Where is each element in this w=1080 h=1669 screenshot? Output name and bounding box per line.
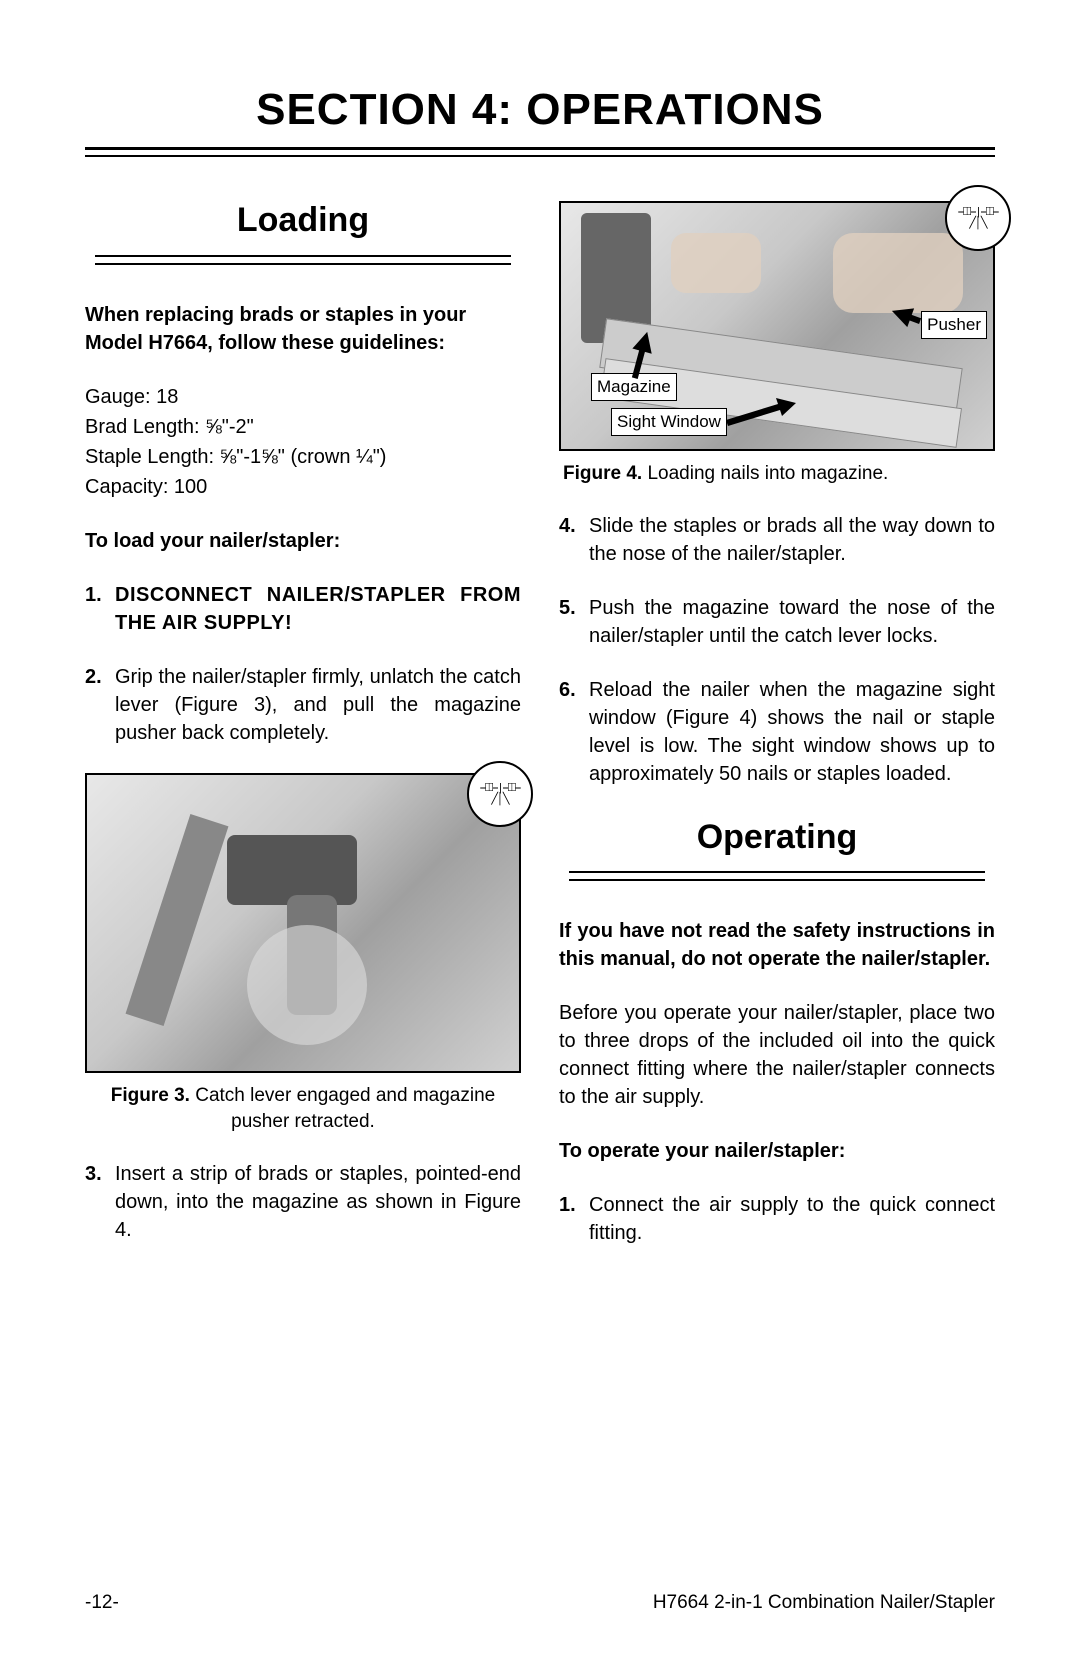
- step-body: Slide the staples or brads all the way d…: [589, 512, 995, 568]
- fig3-cap-bold: Figure 3.: [111, 1085, 190, 1106]
- load-steps-left: 1. DISCONNECT NAILER/STAPLER FROM THE AI…: [85, 581, 521, 747]
- loading-rule: [95, 255, 511, 265]
- title-rule: [85, 147, 995, 157]
- operate-steps: 1. Connect the air supply to the quick c…: [559, 1191, 995, 1247]
- step-3: 3. Insert a strip of brads or staples, p…: [85, 1160, 521, 1244]
- step-4: 4. Slide the staples or brads all the wa…: [559, 512, 995, 568]
- spec-capacity: Capacity: 100: [85, 473, 521, 501]
- step-num: 3.: [85, 1160, 115, 1244]
- step-body: DISCONNECT NAILER/STAPLER FROM THE AIR S…: [115, 581, 521, 637]
- figure-4: ⎯◫⎯ | ⎯◫⎯╱│╲ Pusher Magazine Sight Windo…: [559, 201, 995, 451]
- op-step-1: 1. Connect the air supply to the quick c…: [559, 1191, 995, 1247]
- step-num: 4.: [559, 512, 589, 568]
- spec-block: Gauge: 18 Brad Length: ⅝"-2" Staple Leng…: [85, 383, 521, 501]
- figure-3-caption: Figure 3. Catch lever engaged and magazi…: [85, 1083, 521, 1136]
- load-steps-left-cont: 3. Insert a strip of brads or staples, p…: [85, 1160, 521, 1244]
- step-5: 5. Push the magazine toward the nose of …: [559, 594, 995, 650]
- spec-gauge: Gauge: 18: [85, 383, 521, 411]
- load-intro: To load your nailer/stapler:: [85, 527, 521, 555]
- step-body: Connect the air supply to the quick conn…: [589, 1191, 995, 1247]
- step-1: 1. DISCONNECT NAILER/STAPLER FROM THE AI…: [85, 581, 521, 637]
- fig4-cap-rest: Loading nails into magazine.: [642, 463, 888, 484]
- figure-4-image: ⎯◫⎯ | ⎯◫⎯╱│╲ Pusher Magazine Sight Windo…: [559, 201, 995, 451]
- arrow-icon: [626, 331, 656, 379]
- figure-4-caption: Figure 4. Loading nails into magazine.: [563, 461, 995, 488]
- step-body: Push the magazine toward the nose of the…: [589, 594, 995, 650]
- section-title: SECTION 4: OPERATIONS: [85, 85, 995, 135]
- spec-staple: Staple Length: ⅝"-1⅝" (crown ¼"): [85, 443, 521, 471]
- page-footer: -12- H7664 2-in-1 Combination Nailer/Sta…: [85, 1592, 995, 1614]
- step-body: Insert a strip of brads or staples, poin…: [115, 1160, 521, 1244]
- content-columns: Loading When replacing brads or staples …: [85, 197, 995, 1273]
- operating-heading: Operating: [559, 814, 995, 862]
- arrow-icon: [726, 398, 796, 433]
- operate-intro: To operate your nailer/stapler:: [559, 1137, 995, 1165]
- doc-title: H7664 2-in-1 Combination Nailer/Stapler: [653, 1592, 995, 1614]
- loading-intro: When replacing brads or staples in your …: [85, 301, 521, 357]
- arrow-icon: [891, 301, 921, 331]
- fig4-cap-bold: Figure 4.: [563, 463, 642, 484]
- step-2: 2. Grip the nailer/stapler firmly, unlat…: [85, 663, 521, 747]
- step-num: 2.: [85, 663, 115, 747]
- label-sight-window: Sight Window: [611, 408, 727, 436]
- load-steps-right: 4. Slide the staples or brads all the wa…: [559, 512, 995, 788]
- air-disconnect-icon: ⎯◫⎯ | ⎯◫⎯╱│╲: [467, 761, 533, 827]
- step-6: 6. Reload the nailer when the magazine s…: [559, 676, 995, 788]
- step-num: 5.: [559, 594, 589, 650]
- step-body: Reload the nailer when the magazine sigh…: [589, 676, 995, 788]
- loading-heading: Loading: [85, 197, 521, 245]
- step-num: 6.: [559, 676, 589, 788]
- operating-pre: Before you operate your nailer/stapler, …: [559, 999, 995, 1111]
- step-num: 1.: [559, 1191, 589, 1247]
- operating-warning: If you have not read the safety instruct…: [559, 917, 995, 973]
- right-column: ⎯◫⎯ | ⎯◫⎯╱│╲ Pusher Magazine Sight Windo…: [559, 197, 995, 1273]
- operating-rule: [569, 871, 985, 881]
- step-body: Grip the nailer/stapler firmly, unlatch …: [115, 663, 521, 747]
- spec-brad: Brad Length: ⅝"-2": [85, 413, 521, 441]
- label-pusher: Pusher: [921, 311, 987, 339]
- fig3-cap-rest: Catch lever engaged and magazine pusher …: [190, 1085, 495, 1133]
- left-column: Loading When replacing brads or staples …: [85, 197, 521, 1273]
- figure-3-image: ⎯◫⎯ | ⎯◫⎯╱│╲: [85, 773, 521, 1073]
- figure-3: ⎯◫⎯ | ⎯◫⎯╱│╲: [85, 773, 521, 1073]
- page-number: -12-: [85, 1592, 119, 1614]
- step-num: 1.: [85, 581, 115, 637]
- air-disconnect-icon: ⎯◫⎯ | ⎯◫⎯╱│╲: [945, 185, 1011, 251]
